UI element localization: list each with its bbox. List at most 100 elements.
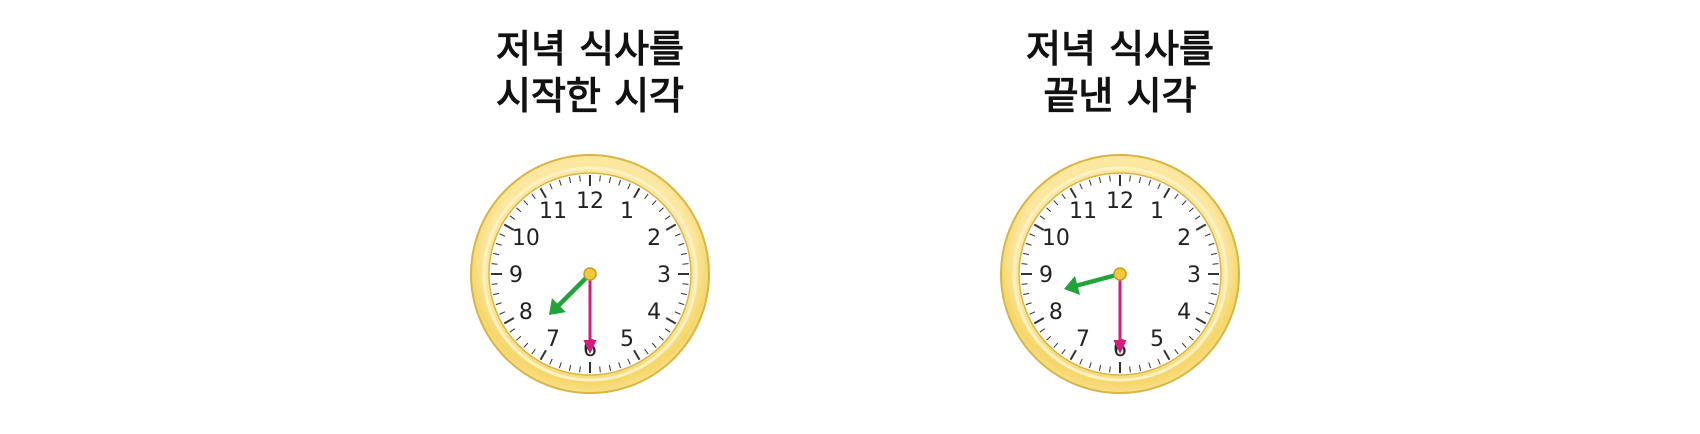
hour-tick [1163, 187, 1171, 199]
minute-tick [1088, 179, 1092, 186]
clock-title: 저녁 식사를 끝낸 시각 [960, 26, 1280, 120]
minute-tick [680, 252, 687, 256]
minute-tick [499, 311, 506, 315]
clock-numeral: 5 [620, 327, 634, 352]
minute-tick [627, 183, 631, 190]
minute-tick [1025, 302, 1032, 306]
minute-tick [1061, 193, 1066, 200]
minute-tick [1194, 215, 1201, 220]
minute-tick [674, 311, 681, 315]
clock-numeral: 3 [1187, 263, 1201, 288]
minute-tick [516, 207, 522, 213]
minute-tick [608, 177, 612, 184]
minute-tick [599, 366, 601, 373]
minute-tick [1210, 252, 1217, 256]
minute-tick [509, 215, 516, 220]
minute-tick [678, 302, 685, 306]
clock-numeral: 11 [539, 199, 567, 224]
minute-tick [558, 179, 562, 186]
minute-tick [658, 335, 664, 341]
title-line-1: 저녁 식사를 [1025, 27, 1215, 71]
minute-tick [1208, 302, 1215, 306]
hour-hand [1063, 271, 1123, 295]
minute-tick [651, 200, 657, 206]
hour-tick [503, 317, 515, 325]
minute-tick [644, 193, 649, 200]
clock-numeral: 10 [512, 226, 540, 251]
minute-tick [618, 362, 622, 369]
hour-tick [1033, 223, 1045, 231]
clock-title: 저녁 식사를 시작한 시각 [430, 26, 750, 120]
minute-tick [1174, 193, 1179, 200]
minute-tick [1129, 175, 1131, 182]
clock-numeral: 8 [519, 300, 533, 325]
clock-numeral: 11 [1069, 199, 1097, 224]
minute-tick [1204, 311, 1211, 315]
minute-hand [583, 272, 597, 354]
minute-tick [1212, 263, 1219, 265]
hour-tick [503, 223, 515, 231]
minute-tick [499, 233, 506, 237]
minute-tick [658, 207, 664, 213]
clock-numeral: 9 [1039, 263, 1053, 288]
minute-tick [1188, 207, 1194, 213]
minute-tick [1046, 335, 1052, 341]
minute-tick [1212, 283, 1219, 285]
minute-tick [531, 348, 536, 355]
hour-tick [665, 223, 677, 231]
hour-hand-arrowhead [548, 298, 566, 316]
clock-panel-end: 저녁 식사를 끝낸 시각 121234567891011 [960, 0, 1280, 434]
analog-clock-start: 121234567891011 [470, 154, 710, 394]
minute-tick [627, 358, 631, 365]
minute-tick [678, 242, 685, 246]
center-pin [1113, 267, 1127, 281]
minute-tick [509, 328, 516, 333]
minute-tick [1210, 292, 1217, 296]
minute-tick [644, 348, 649, 355]
minute-tick [493, 292, 500, 296]
minute-tick [674, 233, 681, 237]
minute-tick [1208, 242, 1215, 246]
clock-numeral: 1 [620, 199, 634, 224]
clock-numeral: 10 [1042, 226, 1070, 251]
minute-tick [579, 366, 581, 373]
hour-tick [1195, 223, 1207, 231]
clock-numeral: 4 [1177, 300, 1191, 325]
minute-tick [1039, 215, 1046, 220]
minute-tick [549, 183, 553, 190]
minute-tick [1053, 342, 1059, 348]
minute-tick [558, 362, 562, 369]
hour-tick [633, 349, 641, 361]
hour-tick [1163, 349, 1171, 361]
minute-tick [549, 358, 553, 365]
title-line-2: 시작한 시각 [495, 74, 685, 118]
minute-tick [1148, 179, 1152, 186]
clock-numeral: 5 [1150, 327, 1164, 352]
hour-tick [1069, 187, 1077, 199]
minute-tick [1046, 207, 1052, 213]
hour-tick [1033, 317, 1045, 325]
minute-tick [651, 342, 657, 348]
minute-tick [1079, 183, 1083, 190]
minute-tick [1098, 364, 1102, 371]
clock-numeral: 2 [647, 226, 661, 251]
clock-numeral: 9 [509, 263, 523, 288]
minute-tick [1148, 362, 1152, 369]
minute-tick [1023, 252, 1030, 256]
clock-numeral: 12 [576, 189, 604, 214]
minute-tick [493, 252, 500, 256]
minute-tick [579, 175, 581, 182]
hour-tick [1195, 317, 1207, 325]
minute-tick [682, 263, 689, 265]
minute-tick [516, 335, 522, 341]
minute-hand-arrowhead [1113, 340, 1127, 354]
clock-numeral: 1 [1150, 199, 1164, 224]
minute-tick [664, 328, 671, 333]
minute-tick [495, 242, 502, 246]
minute-tick [608, 364, 612, 371]
minute-tick [491, 263, 498, 265]
clock-rim-highlight [482, 166, 698, 382]
hour-tick [539, 349, 547, 361]
title-line-2: 끝낸 시각 [1043, 74, 1197, 118]
analog-clock-end: 121234567891011 [1000, 154, 1240, 394]
